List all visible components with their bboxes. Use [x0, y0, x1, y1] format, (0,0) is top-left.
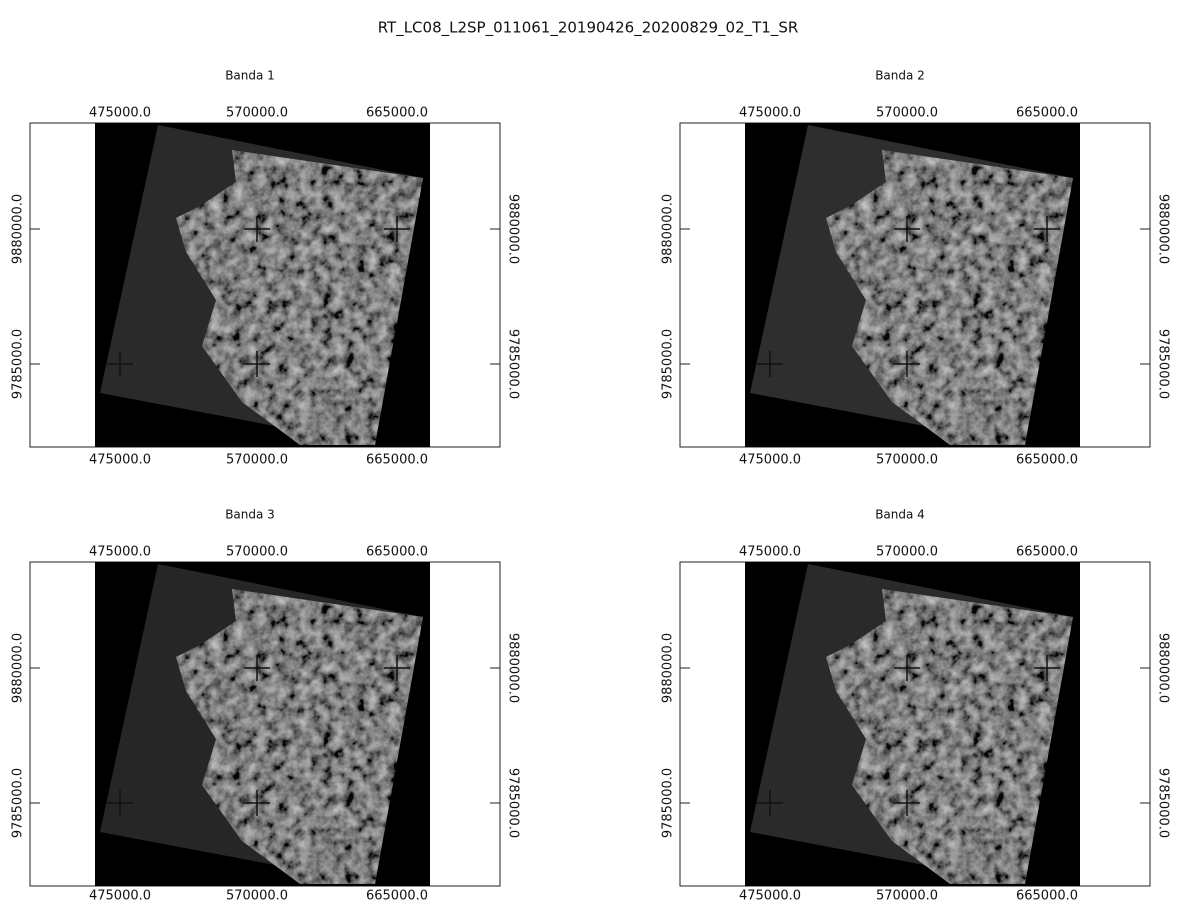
grid-label-bottom: 475000.0 — [739, 889, 801, 903]
panel-title: Banda 1 — [225, 69, 275, 83]
grid-label-bottom: 665000.0 — [366, 889, 428, 903]
grid-label-left: 9880000.0 — [661, 633, 676, 703]
grid-label-right: 9785000.0 — [1156, 329, 1171, 399]
grid-label-top: 665000.0 — [366, 106, 428, 121]
grid-label-left: 9785000.0 — [11, 768, 26, 838]
grid-label-top: 570000.0 — [876, 545, 938, 560]
panel-title: Banda 2 — [875, 69, 925, 83]
grid-label-bottom: 665000.0 — [1016, 889, 1078, 903]
grid-label-top: 570000.0 — [876, 106, 938, 121]
map-panel: Banda 3 475000.0 475000.0 570000.0 570000.0 6… — [11, 508, 521, 903]
grid-label-right: 9785000.0 — [1156, 768, 1171, 838]
grid-label-bottom: 570000.0 — [876, 453, 938, 468]
grid-label-top: 665000.0 — [1016, 545, 1078, 560]
grid-label-left: 9785000.0 — [661, 768, 676, 838]
grid-label-top: 570000.0 — [226, 106, 288, 121]
grid-label-bottom: 665000.0 — [1016, 453, 1078, 468]
grid-label-top: 475000.0 — [89, 545, 151, 560]
layout-title: RT_LC08_L2SP_011061_20190426_20200829_02… — [378, 19, 799, 38]
grid-label-top: 475000.0 — [89, 106, 151, 121]
grid-label-right: 9785000.0 — [506, 329, 521, 399]
grid-label-right: 9880000.0 — [506, 194, 521, 264]
grid-label-top: 475000.0 — [739, 106, 801, 121]
grid-label-left: 9880000.0 — [11, 194, 26, 264]
map-panel: Banda 2 475000.0 475000.0 570000.0 570000.0 6… — [661, 69, 1171, 468]
grid-label-right: 9880000.0 — [1156, 194, 1171, 264]
map-panel: Banda 1 475000.0 475000.0 570000.0 570000.0 6… — [11, 69, 521, 468]
map-panel: Banda 4 475000.0 475000.0 570000.0 570000.0 6… — [661, 508, 1171, 903]
grid-label-right: 9785000.0 — [506, 768, 521, 838]
grid-label-top: 665000.0 — [366, 545, 428, 560]
grid-label-bottom: 570000.0 — [876, 889, 938, 903]
grid-label-top: 475000.0 — [739, 545, 801, 560]
grid-label-left: 9880000.0 — [661, 194, 676, 264]
grid-label-right: 9880000.0 — [506, 633, 521, 703]
grid-label-left: 9880000.0 — [11, 633, 26, 703]
map-layout: RT_LC08_L2SP_011061_20190426_20200829_02… — [0, 0, 1177, 903]
grid-label-bottom: 570000.0 — [226, 453, 288, 468]
grid-label-bottom: 475000.0 — [89, 453, 151, 468]
grid-label-left: 9785000.0 — [11, 329, 26, 399]
grid-label-bottom: 570000.0 — [226, 889, 288, 903]
grid-label-bottom: 475000.0 — [739, 453, 801, 468]
grid-label-top: 570000.0 — [226, 545, 288, 560]
panel-title: Banda 4 — [875, 508, 925, 522]
grid-label-top: 665000.0 — [1016, 106, 1078, 121]
grid-label-left: 9785000.0 — [661, 329, 676, 399]
grid-label-bottom: 475000.0 — [89, 889, 151, 903]
grid-label-bottom: 665000.0 — [366, 453, 428, 468]
grid-label-right: 9880000.0 — [1156, 633, 1171, 703]
panel-title: Banda 3 — [225, 508, 275, 522]
